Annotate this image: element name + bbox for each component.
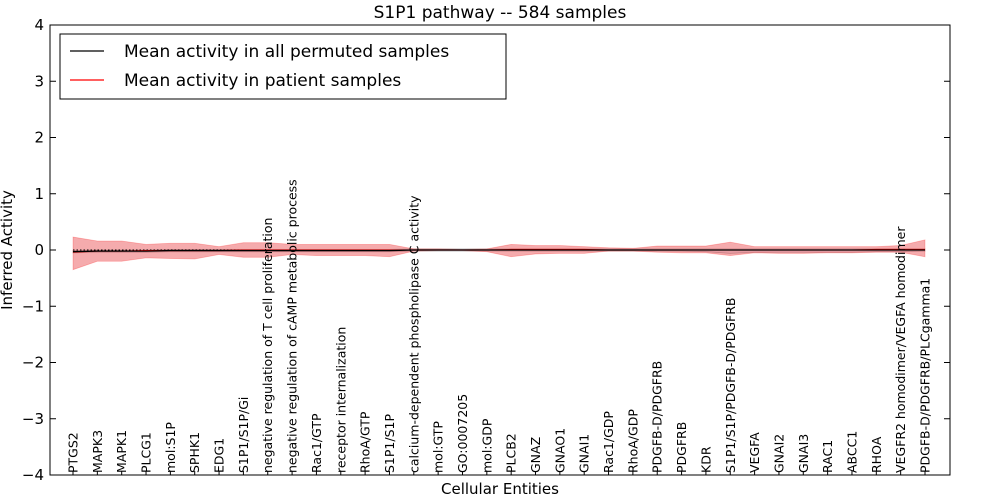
y-tick-label: 1	[34, 185, 44, 203]
x-category-label: S1P1/S1P/PDGFB-D/PDGFRB	[723, 298, 738, 474]
y-axis-label: Inferred Activity	[0, 190, 16, 310]
x-category-label: mol:GTP	[431, 421, 446, 473]
legend-label-patient: Mean activity in patient samples	[124, 71, 401, 91]
series-line-permuted	[72, 249, 925, 253]
x-category-label: PLCB2	[504, 433, 519, 473]
x-category-label: GO:0007205	[455, 394, 470, 473]
x-category-label: GNAI1	[577, 434, 592, 473]
y-tick-label: −3	[22, 410, 44, 428]
x-category-label: GNAI2	[771, 434, 786, 473]
x-category-label: SPHK1	[187, 432, 202, 473]
chart-title: S1P1 pathway -- 584 samples	[374, 3, 627, 23]
x-category-label: RAC1	[820, 440, 835, 473]
x-category-label: PLCG1	[139, 432, 154, 473]
y-tick-label: −1	[22, 297, 44, 315]
confidence-band-patient	[72, 236, 926, 271]
x-category-label: Rac1/GTP	[309, 413, 324, 473]
x-category-label: PTGS2	[66, 432, 81, 473]
x-category-label: RhoA/GTP	[358, 411, 373, 473]
x-category-label: mol:GDP	[479, 418, 494, 473]
x-category-label: RHOA	[869, 436, 884, 473]
y-tick-label: 2	[34, 129, 44, 147]
legend: Mean activity in all permuted samples Me…	[59, 33, 507, 100]
x-category-label: MAPK3	[90, 430, 105, 473]
x-category-label: MAPK1	[114, 430, 129, 473]
x-category-label: GNAI3	[796, 434, 811, 473]
x-category-label: PDGFB-D/PDGFRB	[650, 361, 665, 473]
x-category-label: calcium-dependent phospholipase C activi…	[406, 195, 421, 473]
y-tick-label: 3	[34, 72, 44, 90]
x-category-label: Rac1/GDP	[601, 411, 616, 473]
x-axis-category-labels: PTGS2 MAPK3 MAPK1 PLCG1 mol:S1P SPHK1 EDG1 S1P1…	[66, 179, 933, 475]
legend-label-permuted: Mean activity in all permuted samples	[124, 42, 449, 62]
x-category-label: PDGFB-D/PDGFRB/PLCgamma1	[918, 278, 933, 473]
x-category-label: negative regulation of cAMP metabolic pr…	[285, 179, 300, 473]
x-category-label: GNAO1	[552, 428, 567, 473]
y-tick-label: 4	[34, 16, 44, 34]
x-category-label: S1P1/S1P/Gi	[236, 397, 251, 473]
x-category-label: VEGFA	[747, 432, 762, 473]
y-tick-label: −2	[22, 354, 44, 372]
x-category-label: negative regulation of T cell proliferat…	[260, 218, 275, 473]
confidence-bands	[72, 236, 926, 271]
x-category-label: KDR	[698, 446, 713, 473]
x-axis-label: Cellular Entities	[441, 480, 559, 498]
y-axis-ticks: −4 −3 −2 −1 0 1 2 3 4	[22, 16, 950, 484]
x-category-label: PDGFRB	[674, 422, 689, 473]
series-lines	[72, 248, 925, 253]
x-category-label: ABCC1	[844, 431, 859, 473]
x-category-label: VEGFR2 homodimer/VEGFA homodimer	[893, 226, 908, 473]
x-category-label: mol:S1P	[163, 422, 178, 473]
x-category-label: RhoA/GDP	[625, 409, 640, 473]
x-category-label: GNAZ	[528, 437, 543, 473]
x-category-label: receptor internalization	[333, 327, 348, 473]
legend-box	[59, 33, 507, 100]
x-category-label: EDG1	[212, 438, 227, 473]
y-tick-label: 0	[34, 241, 44, 259]
x-category-label: S1P1/S1P	[382, 414, 397, 473]
y-tick-label: −4	[22, 466, 44, 484]
